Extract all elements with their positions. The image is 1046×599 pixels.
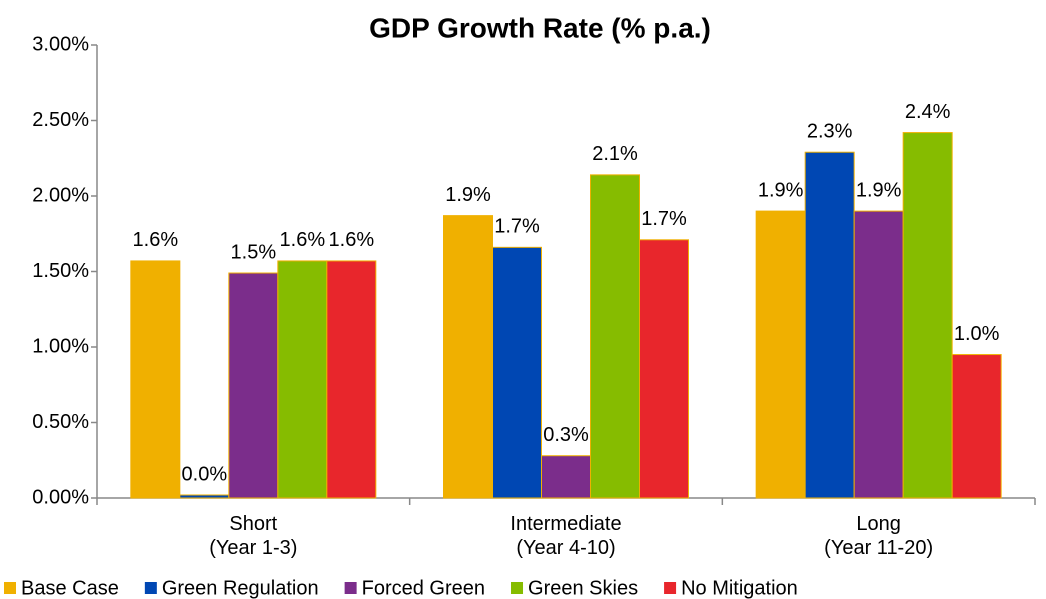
x-tick-label-line: (Year 1-3) (209, 537, 297, 559)
legend-label: Forced Green (362, 577, 485, 599)
legend-label: Green Regulation (162, 577, 319, 599)
bar (443, 215, 493, 499)
bar (541, 455, 591, 499)
y-tick-label: 1.50% (32, 260, 89, 282)
value-label: 0.0% (182, 463, 228, 485)
value-label: 1.0% (954, 323, 1000, 345)
value-label: 1.9% (856, 179, 902, 201)
legend-swatch (511, 582, 524, 594)
value-label: 1.9% (445, 184, 491, 206)
bar (179, 494, 230, 499)
y-tick-label: 1.00% (32, 335, 89, 357)
y-tick-label: 2.50% (32, 109, 89, 131)
value-label: 2.4% (905, 101, 951, 123)
bar (853, 210, 904, 499)
x-tick-label-line: (Year 4-10) (516, 537, 615, 559)
bar (639, 239, 689, 499)
legend-label: No Mitigation (681, 577, 798, 599)
value-label: 1.6% (329, 229, 375, 251)
value-label: 1.7% (641, 208, 687, 230)
x-tick-label-line: Short (229, 513, 277, 535)
legend-swatch (664, 582, 677, 594)
value-label: 1.5% (231, 241, 277, 263)
y-tick-label: 0.00% (32, 486, 89, 508)
bar (228, 272, 279, 499)
bar (492, 246, 542, 499)
x-tick-label-line: Long (856, 513, 901, 535)
bar (130, 260, 181, 499)
legend-swatch (144, 582, 157, 594)
value-label: 1.6% (133, 229, 179, 251)
x-tick-label-line: (Year 11-20) (824, 537, 933, 559)
value-label: 1.9% (758, 179, 804, 201)
bar (590, 174, 640, 499)
bar (755, 210, 806, 499)
y-tick-label: 0.50% (32, 411, 89, 433)
value-label: 1.6% (280, 229, 326, 251)
x-tick-label: Intermediate (Year 4-10) (510, 513, 621, 559)
x-tick-label: Long (Year 11-20) (824, 513, 933, 559)
legend-label: Base Case (21, 577, 119, 599)
legend-swatch (344, 582, 357, 594)
value-label: 2.1% (592, 143, 638, 165)
bar (326, 260, 377, 499)
bar (804, 151, 855, 499)
x-tick-label: Short (Year 1-3) (209, 513, 297, 559)
bar (277, 260, 328, 499)
bar (951, 354, 1002, 499)
y-tick-label: 3.00% (32, 33, 89, 55)
value-label: 1.7% (494, 216, 540, 238)
legend-label: Green Skies (528, 577, 638, 599)
legend-swatch (4, 582, 16, 594)
x-tick-label-line: Intermediate (510, 513, 621, 535)
value-label: 0.3% (543, 424, 589, 446)
chart-title: GDP Growth Rate (% p.a.) (369, 12, 711, 43)
value-label: 2.3% (807, 120, 853, 142)
y-tick-label: 2.00% (32, 184, 89, 206)
bar (902, 132, 953, 499)
